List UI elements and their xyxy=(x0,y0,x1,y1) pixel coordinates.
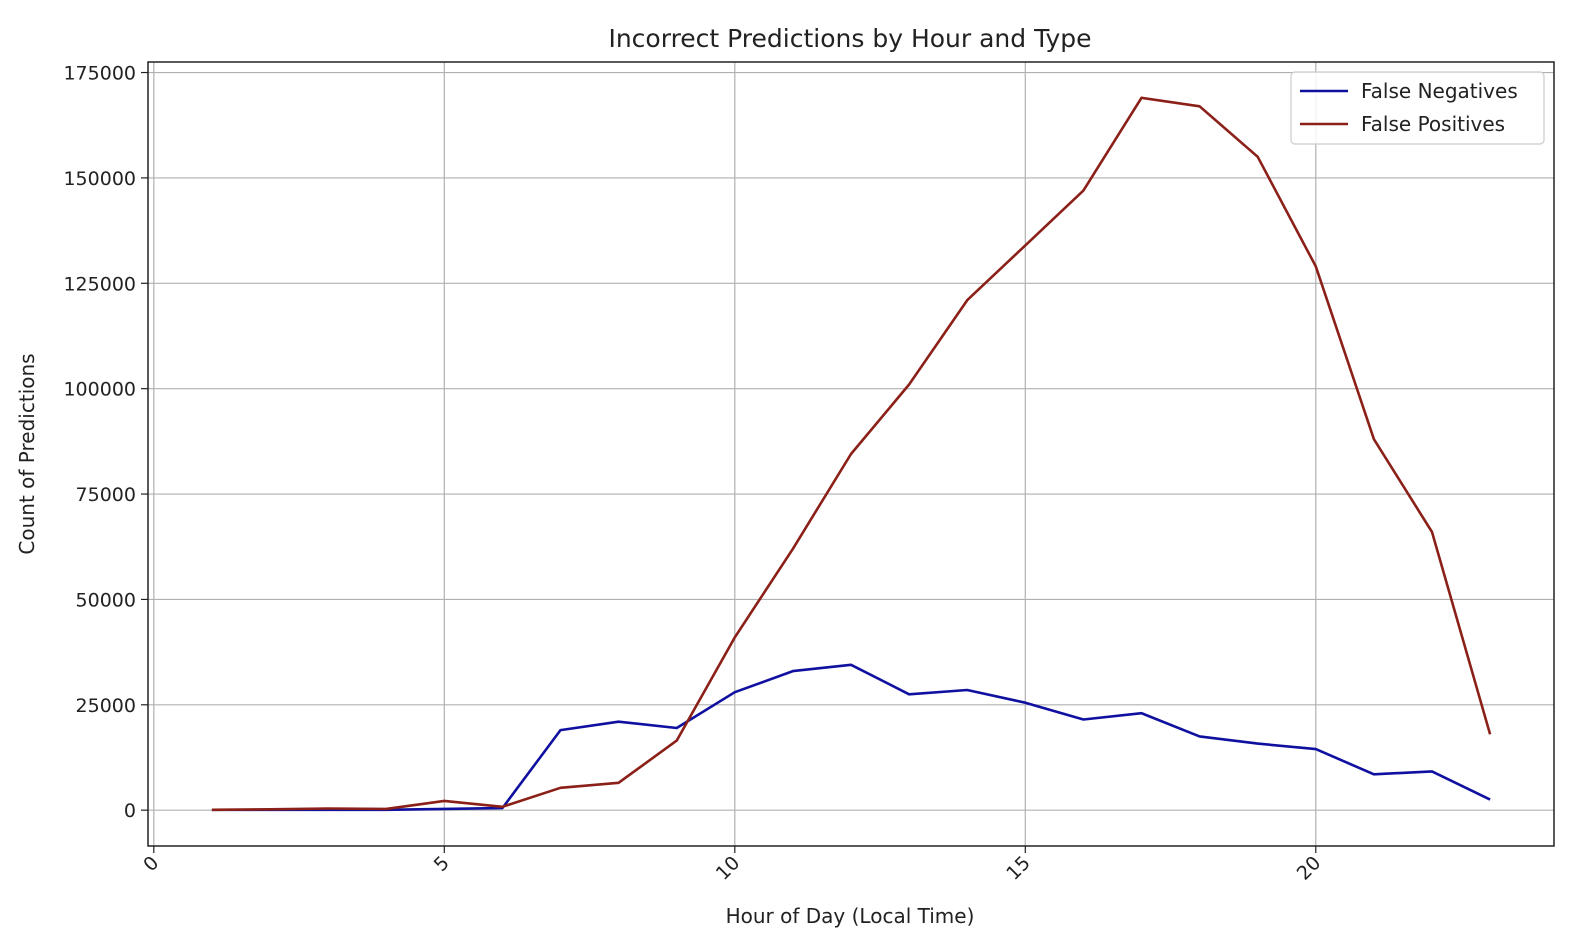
y-tick-label: 75000 xyxy=(76,484,136,506)
legend: False Negatives False Positives xyxy=(1290,71,1545,145)
series-layer xyxy=(211,96,1492,812)
series-line-false-negatives xyxy=(211,663,1491,812)
y-tick-label: 25000 xyxy=(76,695,136,717)
y-tick-label: 50000 xyxy=(76,589,136,611)
legend-label: False Positives xyxy=(1361,112,1505,136)
chart-title: Incorrect Predictions by Hour and Type xyxy=(608,24,1091,53)
y-tick-label: 150000 xyxy=(63,168,136,190)
y-tick-label: 0 xyxy=(124,800,136,822)
y-tick-label: 125000 xyxy=(63,273,136,295)
plot-frame xyxy=(147,61,1555,847)
y-axis-label: Count of Predictions xyxy=(15,353,39,554)
x-axis-label: Hour of Day (Local Time) xyxy=(726,904,975,928)
y-tick-label: 100000 xyxy=(63,379,136,401)
series-line-false-positives xyxy=(211,96,1492,812)
legend-label: False Negatives xyxy=(1361,79,1518,103)
grid-lines xyxy=(148,62,1554,846)
y-tick-label: 175000 xyxy=(63,63,136,85)
legend-box xyxy=(1290,71,1545,145)
